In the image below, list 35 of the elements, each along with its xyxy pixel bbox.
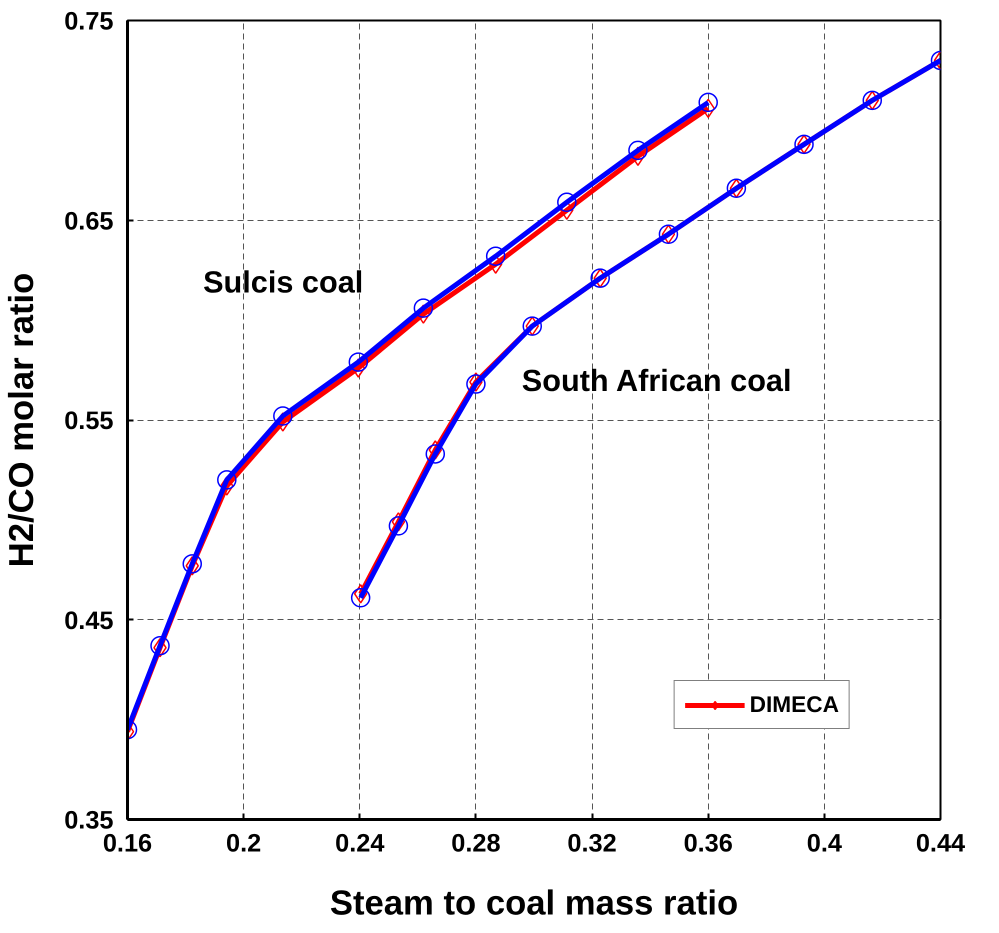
- point: [469, 372, 483, 392]
- x-tick-label: 0.36: [684, 830, 733, 858]
- x-tick-label: 0.4: [806, 830, 842, 858]
- point: [414, 298, 434, 318]
- point: [662, 224, 676, 244]
- point: [350, 588, 370, 608]
- point: [658, 224, 678, 244]
- point: [557, 192, 577, 212]
- annotation: South African coal: [522, 364, 792, 398]
- point: [426, 444, 446, 464]
- x-tick-label: 0.28: [451, 830, 501, 858]
- point: [217, 470, 237, 490]
- x-tick-label: 0.44: [916, 830, 966, 858]
- y-axis-title: H2/CO molar ratio: [3, 272, 42, 568]
- annotation: Sulcis coal: [203, 266, 364, 300]
- y-tick-label: 0.65: [64, 207, 114, 236]
- point: [273, 406, 293, 426]
- y-tick-label: 0.45: [64, 606, 114, 635]
- x-tick-label: 0.24: [335, 830, 384, 858]
- x-tick-label: 0.32: [567, 830, 617, 858]
- legend-label: DIMECA: [750, 691, 839, 718]
- point: [466, 374, 486, 394]
- point: [486, 246, 506, 266]
- x-tick-label: 0.2: [226, 830, 262, 858]
- y-tick-label: 0.75: [64, 8, 114, 36]
- point: [348, 352, 368, 372]
- point: [388, 516, 408, 536]
- x-axis-title: Steam to coal mass ratio: [330, 884, 738, 922]
- point: [392, 512, 406, 532]
- y-tick-label: 0.55: [64, 407, 114, 435]
- point: [182, 554, 202, 574]
- point: [628, 140, 648, 160]
- point: [354, 584, 368, 604]
- point: [698, 92, 718, 112]
- point: [428, 440, 442, 460]
